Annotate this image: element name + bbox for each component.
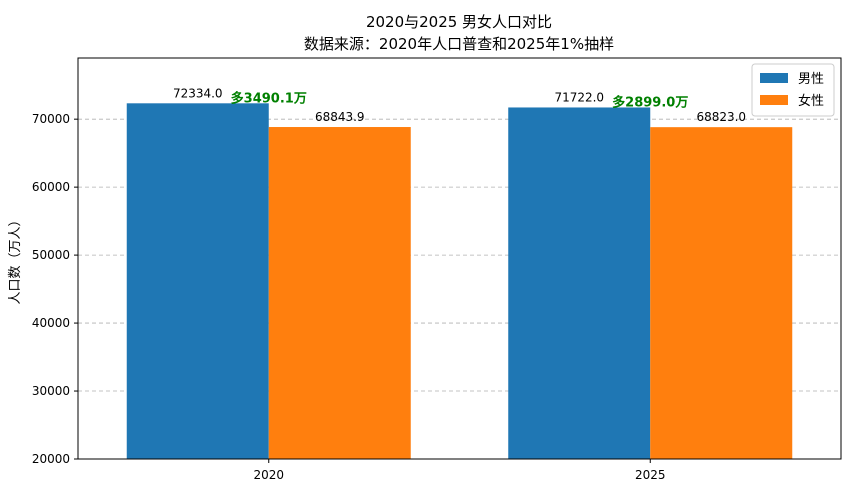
y-tick-label: 50000	[32, 248, 70, 262]
difference-annotation: 多3490.1万	[231, 90, 307, 106]
chart-subtitle: 数据来源：2020年人口普查和2025年1%抽样	[304, 35, 614, 53]
bar-female	[268, 127, 411, 460]
bar-value-label: 68823.0	[696, 110, 746, 124]
legend-label: 女性	[798, 93, 824, 109]
y-tick-label: 60000	[32, 180, 70, 194]
plot-frame	[77, 57, 842, 460]
y-tick-label: 40000	[32, 316, 70, 330]
legend-swatch	[760, 73, 788, 83]
bar-value-label: 72334.0	[173, 86, 223, 100]
y-tick-label: 20000	[32, 452, 70, 466]
legend-label: 男性	[798, 72, 824, 87]
bar-male	[126, 103, 269, 459]
bar-value-label: 71722.0	[554, 90, 604, 104]
legend-swatch	[760, 95, 788, 105]
chart-title: 2020与2025 男女人口对比	[366, 13, 552, 31]
bar-female	[650, 127, 793, 459]
value-labels: 72334.0 68843.9 71722.0 68823.0 多3490.1万 多289…	[173, 86, 746, 124]
bar-value-label: 68843.9	[315, 110, 365, 124]
y-tick-label: 70000	[32, 112, 70, 126]
bars	[126, 103, 793, 460]
x-tick-label: 2025	[635, 468, 666, 482]
x-tick-label: 2020	[253, 468, 284, 482]
y-axis-label: 人口数（万人）	[8, 213, 23, 304]
y-tick-label: 30000	[32, 384, 70, 398]
bar-male	[508, 107, 651, 459]
axes: 20000 30000 40000 50000 60000 70000 2020 2025	[32, 57, 842, 482]
difference-annotation: 多2899.0万	[612, 94, 688, 110]
